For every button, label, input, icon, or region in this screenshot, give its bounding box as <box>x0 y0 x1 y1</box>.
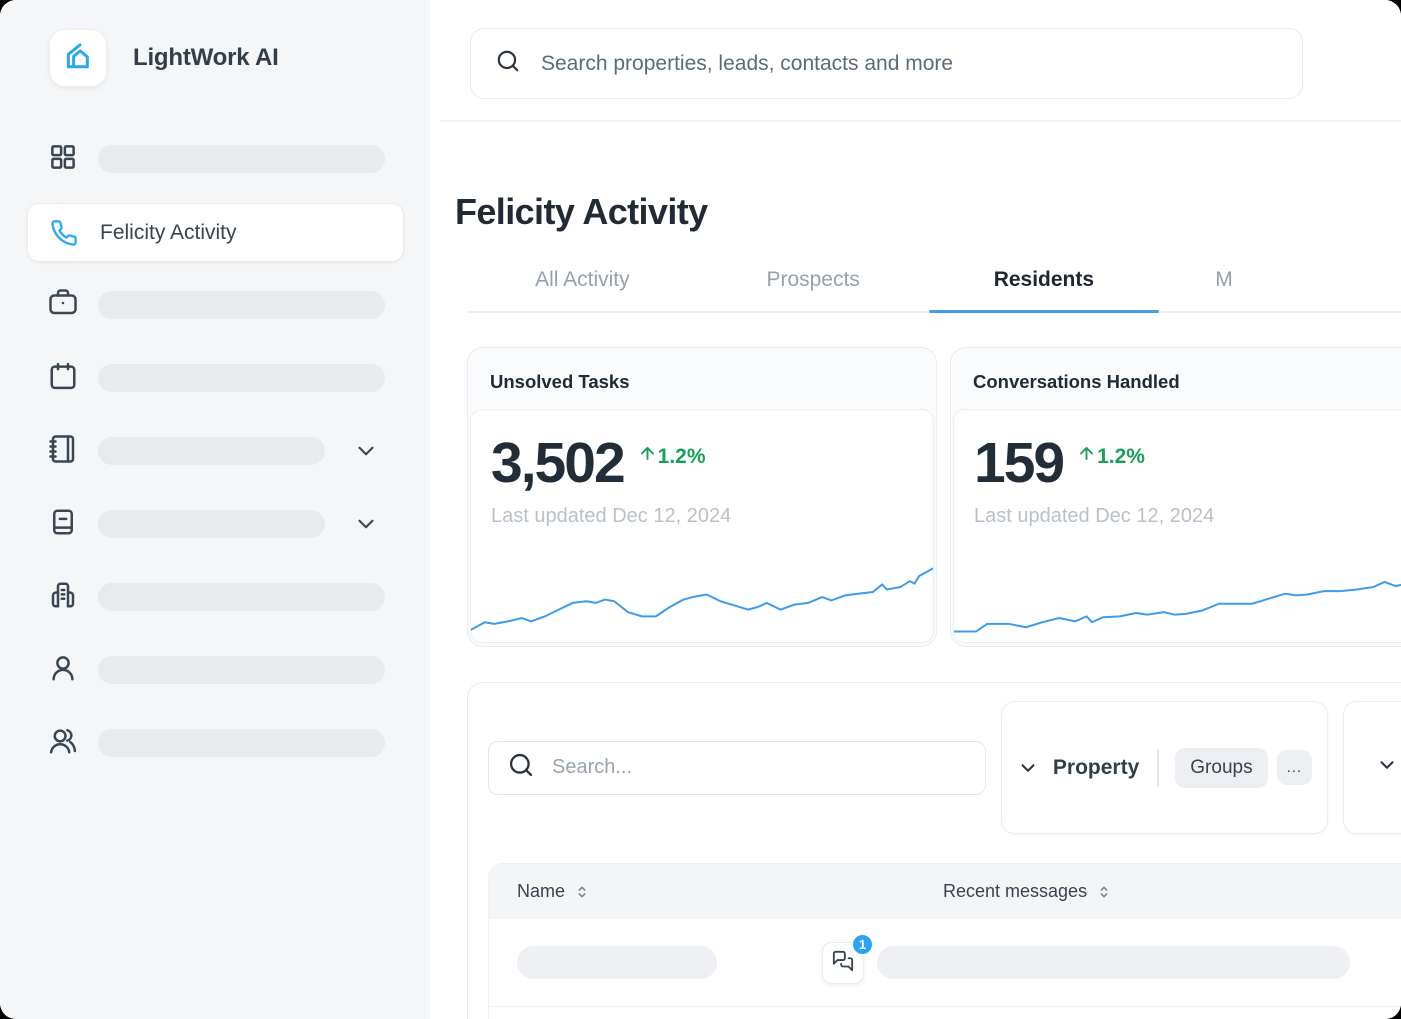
stat-card-body: 3,502 1.2% Last updated Dec 12, 2024 <box>470 409 934 643</box>
residents-panel: Property Groups ... Name <box>467 682 1401 1019</box>
stat-updated: Last updated Dec 12, 2024 <box>974 505 1215 527</box>
stat-trend: 1.2% <box>638 444 706 469</box>
nav-label-placeholder <box>98 437 325 465</box>
chevron-down-icon[interactable] <box>353 511 379 537</box>
unread-badge: 1 <box>851 933 874 956</box>
sidebar-item-label: Felicity Activity <box>100 220 237 244</box>
stat-card-body: 159 1.2% Last updated Dec 12, 2024 <box>953 409 1401 643</box>
column-header-recent-messages[interactable]: Recent messages <box>943 881 1112 902</box>
sidebar-item-team[interactable] <box>48 728 385 758</box>
table-row[interactable]: 1 <box>489 919 1401 1007</box>
grid-icon <box>48 142 78 177</box>
stat-value: 159 <box>974 431 1065 495</box>
stat-card-unsolved-tasks: Unsolved Tasks 3,502 1.2% Last updated D… <box>467 347 937 647</box>
panel-toolbar: Property Groups ... <box>488 701 1401 834</box>
groups-button[interactable]: Groups <box>1175 747 1268 788</box>
property-filter[interactable]: Property Groups ... <box>1001 701 1328 834</box>
tab-prospects[interactable]: Prospects <box>766 267 860 291</box>
arrow-up-icon <box>1077 444 1096 469</box>
book-minus-icon <box>48 507 78 542</box>
nav-label-placeholder <box>98 656 385 684</box>
notebook-icon <box>48 434 78 469</box>
search-icon <box>495 48 521 79</box>
stat-card-title: Unsolved Tasks <box>490 370 630 392</box>
stat-cards: Unsolved Tasks 3,502 1.2% Last updated D… <box>467 347 1401 647</box>
sidebar: LightWork AI Felicity Activity <box>0 0 430 1019</box>
calendar-icon <box>48 361 78 396</box>
message-placeholder <box>877 946 1350 979</box>
phone-icon <box>50 219 78 247</box>
sparkline-chart <box>954 550 1401 634</box>
next-row-clipped <box>489 1007 1401 1019</box>
chevron-down-icon <box>1376 754 1398 781</box>
nav-label-placeholder <box>98 364 385 392</box>
sidebar-item-felicity-activity[interactable]: Felicity Activity <box>27 203 404 262</box>
sort-icon <box>1096 884 1112 900</box>
chevron-down-icon <box>1017 757 1039 779</box>
panel-search-input[interactable] <box>550 755 967 780</box>
header-divider <box>440 120 1401 122</box>
sidebar-item-dashboard[interactable] <box>48 144 385 174</box>
page-title: Felicity Activity <box>455 191 708 233</box>
chevron-down-icon[interactable] <box>353 438 379 464</box>
stat-trend: 1.2% <box>1077 444 1145 469</box>
property-filter-label: Property <box>1052 755 1140 779</box>
briefcase-icon <box>48 288 78 323</box>
arrow-up-icon <box>638 444 657 469</box>
tab-residents[interactable]: Residents <box>928 248 1160 313</box>
sidebar-item-calendar[interactable] <box>48 361 385 396</box>
global-search-input[interactable] <box>539 50 1278 77</box>
users-icon <box>48 726 78 761</box>
main-content: Felicity Activity All Activity Prospects… <box>430 0 1401 1019</box>
column-header-name[interactable]: Name <box>517 881 590 902</box>
residents-table: Name Recent messages <box>488 863 1401 1019</box>
sidebar-item-work[interactable] <box>48 288 385 323</box>
messages-icon <box>832 950 854 977</box>
chat-button[interactable]: 1 <box>822 933 874 984</box>
global-search <box>470 28 1303 99</box>
nav-label-placeholder <box>98 291 385 319</box>
building-icon <box>48 580 78 615</box>
sidebar-item-contact[interactable] <box>48 655 385 685</box>
secondary-filter[interactable] <box>1343 701 1401 834</box>
filter-divider <box>1157 748 1160 787</box>
home-icon <box>61 39 95 78</box>
stat-card-conversations-handled: Conversations Handled 159 1.2% Last upda… <box>950 347 1401 647</box>
panel-search <box>488 740 986 795</box>
sidebar-item-notebook[interactable] <box>48 434 385 469</box>
user-icon <box>48 653 78 688</box>
brand-logo[interactable] <box>49 29 107 87</box>
brand-name: LightWork AI <box>133 44 279 71</box>
search-icon <box>507 751 535 784</box>
stat-card-title: Conversations Handled <box>973 370 1180 392</box>
nav-label-placeholder <box>98 729 385 757</box>
name-placeholder <box>517 946 717 979</box>
nav-label-placeholder <box>98 145 385 173</box>
nav-label-placeholder <box>98 510 325 538</box>
sidebar-item-properties[interactable] <box>48 582 385 612</box>
sort-icon <box>574 884 590 900</box>
tab-next-partial[interactable]: M <box>1215 267 1233 291</box>
table-header: Name Recent messages <box>489 864 1401 919</box>
stat-updated: Last updated Dec 12, 2024 <box>491 505 732 527</box>
tab-bar: All Activity Prospects Residents M <box>467 248 1401 313</box>
sparkline-chart <box>471 550 933 634</box>
tab-all-activity[interactable]: All Activity <box>535 267 630 291</box>
more-options-button[interactable]: ... <box>1276 750 1313 785</box>
stat-value: 3,502 <box>491 431 626 495</box>
sidebar-item-journal[interactable] <box>48 509 385 539</box>
nav-label-placeholder <box>98 583 385 611</box>
brand: LightWork AI <box>49 29 279 87</box>
